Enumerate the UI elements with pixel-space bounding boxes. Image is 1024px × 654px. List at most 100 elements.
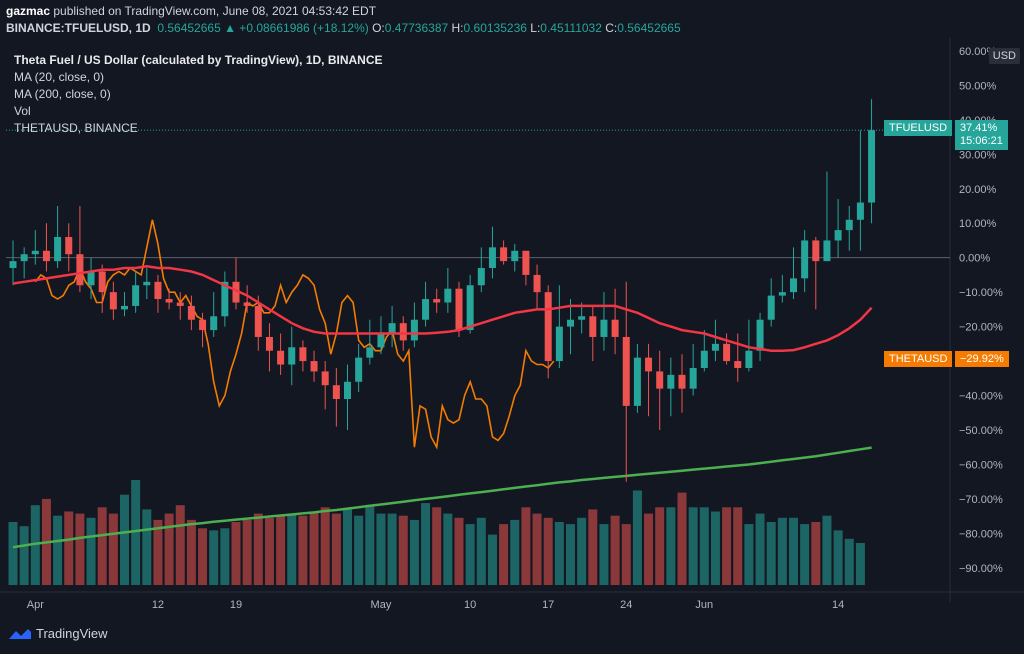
candle-body [488, 247, 496, 269]
candle-body [210, 316, 218, 331]
x-tick-label: 14 [832, 599, 844, 611]
volume-bar [198, 528, 208, 585]
volume-bar [220, 528, 230, 585]
volume-bar [599, 524, 609, 585]
candle-body [622, 336, 630, 406]
candle-body [700, 350, 708, 368]
candle-body [355, 357, 363, 382]
candle-body [477, 268, 485, 286]
volume-bar [465, 524, 475, 585]
volume-bar [554, 522, 564, 585]
volume-bar [454, 517, 464, 585]
volume-bar [64, 511, 74, 585]
ma200-line [12, 446, 872, 549]
candle-body [310, 361, 318, 372]
candle-body [633, 357, 641, 406]
candle-body [344, 381, 351, 399]
high-value: 0.60135236 [463, 21, 527, 35]
volume-bar [365, 505, 375, 585]
candle-body [611, 319, 619, 337]
legend-volume[interactable]: Vol [14, 104, 31, 118]
ohlc-line: BINANCE:TFUELUSD, 1D 0.56452665 ▲ +0.086… [6, 21, 681, 35]
y-tick-label: 30.00% [959, 149, 997, 161]
candle-body [466, 285, 474, 331]
candle-body [31, 250, 39, 255]
candle-body [399, 323, 407, 341]
legend-ma200[interactable]: MA (200, close, 0) [14, 87, 111, 101]
candle-body [221, 281, 229, 317]
publisher-name: gazmac [6, 4, 51, 18]
volume-bar [53, 515, 63, 585]
candle-body [578, 316, 586, 320]
legend-compare[interactable]: THETAUSD, BINANCE [14, 121, 138, 135]
volume-bar [398, 515, 408, 585]
volume-bar [521, 507, 531, 585]
currency-label[interactable]: USD [988, 48, 1020, 64]
candle-body [143, 281, 151, 286]
volume-bar [610, 515, 620, 585]
low-label: L: [530, 21, 541, 35]
volume-bar [298, 515, 308, 585]
candle-body [121, 305, 128, 310]
volume-bar [253, 513, 263, 585]
y-tick-label: −10.00% [959, 287, 1003, 299]
candle-body [109, 292, 117, 310]
volume-bar [421, 503, 431, 585]
volume-bar [722, 507, 732, 585]
candle-body [745, 350, 753, 368]
candle-body [165, 299, 173, 303]
candle-body [377, 333, 385, 348]
ma20-line [12, 265, 873, 352]
volume-bar [97, 507, 107, 585]
candle-body [834, 230, 842, 241]
volume-bar [855, 543, 865, 585]
y-tick-label: −60.00% [959, 459, 1003, 471]
y-tick-label: 0.00% [959, 253, 990, 265]
x-tick-label: 19 [230, 599, 242, 611]
volume-bar [30, 505, 40, 585]
volume-bar [644, 513, 654, 585]
volume-bar [476, 517, 486, 585]
candle-body [689, 367, 697, 389]
y-tick-label: 60.00% [959, 46, 997, 58]
candle-body [65, 237, 73, 255]
volume-bar [153, 519, 163, 585]
candle-body [823, 240, 831, 262]
candle-body [98, 271, 106, 293]
candle-body [243, 302, 251, 306]
volume-bar [409, 519, 419, 585]
candle-body [254, 305, 262, 337]
volume-bar [75, 513, 85, 585]
candle-body [187, 305, 195, 320]
volume-bar [331, 513, 341, 585]
candle-body [667, 374, 675, 389]
candle-body [567, 319, 574, 327]
volume-bar [811, 522, 821, 585]
candle-body [433, 299, 441, 303]
volume-bar [677, 492, 687, 585]
candle-body [232, 281, 240, 303]
candle-body [388, 323, 396, 334]
candle-body [42, 250, 50, 262]
candle-body [544, 292, 552, 362]
low-value: 0.45111032 [540, 21, 602, 35]
volume-bar [131, 480, 141, 585]
candle-body [455, 288, 463, 331]
volume-bar [387, 513, 397, 585]
volume-bar [320, 507, 330, 585]
symbol-label: BINANCE:TFUELUSD, 1D [6, 21, 151, 35]
volume-bar [800, 524, 810, 585]
volume-bar [164, 513, 174, 585]
volume-bar [710, 511, 720, 585]
legend-ma20[interactable]: MA (20, close, 0) [14, 70, 105, 84]
theta-value-tag: −29.92% [955, 351, 1009, 367]
candle-body [422, 299, 430, 320]
volume-bar [343, 509, 352, 585]
candle-body [555, 326, 563, 362]
volume-bar [621, 524, 631, 585]
tradingview-logo[interactable]: TradingView [8, 626, 108, 641]
volume-bar [231, 522, 241, 585]
candle-body [321, 371, 329, 386]
volume-bar [108, 513, 118, 585]
